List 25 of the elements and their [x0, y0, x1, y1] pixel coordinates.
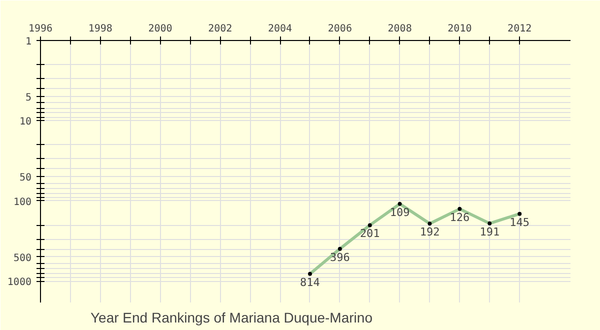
data-label: 192 [420, 226, 440, 239]
y-tick-label: 100 [13, 196, 32, 208]
y-tick-label: 1 [25, 36, 32, 48]
data-label: 145 [510, 216, 530, 229]
x-tick-label: 1998 [88, 24, 112, 34]
data-label: 109 [390, 206, 410, 219]
data-label: 191 [480, 225, 500, 238]
y-tick-label: 10 [19, 116, 32, 128]
x-tick-label: 1996 [28, 24, 53, 34]
data-label: 126 [450, 210, 470, 224]
y-tick-label: 500 [13, 252, 32, 264]
data-label: 201 [360, 227, 380, 240]
x-tick-label: 2000 [148, 24, 172, 34]
data-label: 396 [330, 250, 350, 264]
x-tick-label: 2012 [508, 24, 532, 34]
y-tick-label: 1000 [7, 277, 32, 288]
x-tick-label: 2002 [208, 24, 232, 34]
data-label: 814 [300, 276, 320, 289]
y-tick-label: 5 [25, 92, 32, 104]
x-tick-label: 2004 [268, 24, 292, 34]
x-tick-label: 2006 [328, 24, 352, 34]
text: Year End Rankings of Mariana Duque-Marino [90, 310, 373, 326]
x-tick-label: 2010 [448, 24, 472, 34]
x-tick-label: 2008 [388, 24, 412, 34]
y-tick-label: 50 [19, 172, 32, 184]
